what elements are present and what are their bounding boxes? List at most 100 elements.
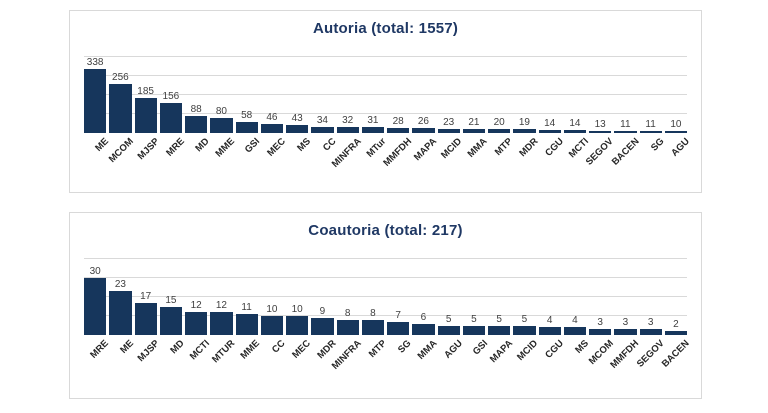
bar-column: 19 — [513, 117, 536, 133]
bar-column: 17 — [134, 291, 157, 335]
value-label: 156 — [162, 91, 180, 103]
bar — [84, 68, 107, 133]
value-label: 5 — [471, 313, 477, 325]
bar — [235, 314, 258, 335]
category-label-cell: MTP — [488, 133, 515, 185]
bar — [412, 323, 435, 335]
category-label-cell: MINFRA — [329, 335, 363, 387]
category-label: MMA — [465, 136, 490, 160]
gridline — [84, 113, 687, 114]
category-label-cell: ME — [109, 335, 136, 387]
bar-column: 4 — [538, 315, 561, 335]
value-label: 10 — [291, 304, 303, 315]
bar — [639, 329, 662, 335]
bar-column: 88 — [185, 104, 208, 133]
value-label: 15 — [165, 294, 177, 306]
category-label-cell: MCOM — [107, 133, 136, 185]
coautoria-chart-panel: Coautoria (total: 217) 30 23 17 15 12 12 11 10 1… — [69, 212, 702, 399]
value-label: 13 — [594, 118, 606, 130]
bar-column: 11 — [639, 118, 662, 133]
value-label: 8 — [370, 307, 376, 319]
gridline — [84, 94, 687, 95]
category-label-cell: BACEN — [609, 133, 641, 185]
bar-column: 2 — [664, 319, 687, 335]
category-label: MTUR — [209, 338, 238, 366]
category-label: CGU — [542, 338, 566, 361]
bar — [488, 325, 511, 335]
autoria-chart-panel: Autoria (total: 1557) 338 256 185 156 88 80 58… — [69, 10, 702, 193]
category-label-cell: CC — [311, 133, 338, 185]
category-label: AGU — [668, 136, 692, 159]
category-label: ME — [93, 136, 111, 154]
autoria-chart-title: Autoria (total: 1557) — [312, 20, 459, 37]
value-label: 10 — [670, 119, 682, 130]
value-label: 14 — [544, 118, 556, 130]
bar — [311, 317, 334, 335]
bar-column: 10 — [664, 119, 687, 133]
category-label-cell: MTP — [362, 335, 389, 387]
category-label-cell: SG — [640, 133, 666, 185]
bar — [387, 127, 410, 133]
bars-area: 30 23 17 15 12 12 11 10 10 9 8 8 7 6 5 5 5 5 4 4 3 3 3 2 — [84, 247, 687, 335]
value-label: 14 — [569, 118, 581, 130]
category-label-cell: MME — [210, 133, 237, 185]
value-label: 2 — [673, 319, 679, 331]
coautoria-plot-area: 30 23 17 15 12 12 11 10 10 9 8 8 7 6 5 5 5 5 4 4 3 3 3 2 — [84, 247, 687, 335]
value-label: 338 — [86, 56, 104, 68]
bar-column: 5 — [488, 314, 511, 335]
bar-column: 14 — [538, 118, 561, 133]
bar — [260, 316, 283, 335]
value-label: 11 — [645, 118, 656, 130]
bar — [159, 306, 182, 335]
bar — [563, 130, 586, 133]
bar-column: 6 — [412, 311, 435, 335]
bar-column: 9 — [311, 305, 334, 335]
value-label: 12 — [190, 300, 202, 312]
bar — [185, 312, 208, 335]
category-label: MJSP — [135, 338, 162, 365]
bar-column: 156 — [159, 91, 182, 133]
bar — [664, 131, 687, 133]
category-label: MEC — [290, 338, 313, 361]
category-label: MCID — [439, 136, 465, 161]
category-label: MME — [238, 338, 263, 362]
category-label: MRE — [88, 338, 111, 361]
gridline — [84, 258, 687, 259]
category-label-cell: CGU — [539, 133, 566, 185]
category-label: BACEN — [609, 136, 642, 168]
category-axis: ME MCOM MJSP MRE MD MME GSI MEC MS CC MINFRA MTur MM… — [84, 133, 692, 185]
bar — [614, 329, 637, 335]
bar — [159, 103, 182, 133]
bar-column: 43 — [286, 112, 309, 133]
value-label: 19 — [518, 117, 530, 129]
bar-column: 23 — [437, 117, 460, 133]
category-label: SEGOV — [584, 136, 616, 168]
value-label: 9 — [319, 305, 326, 317]
bar-column: 5 — [462, 313, 485, 335]
category-label: MMFDH — [608, 338, 642, 371]
category-label-cell: MCOM — [587, 335, 616, 387]
category-label-cell: GSI — [463, 335, 489, 387]
category-label-cell: MMFDH — [381, 133, 414, 185]
gridline — [84, 56, 687, 57]
value-label: 6 — [420, 311, 427, 323]
bar — [210, 312, 233, 335]
category-label-cell: MEC — [286, 335, 313, 387]
value-label: 5 — [521, 313, 528, 325]
category-label-cell: MCTI — [185, 335, 212, 387]
value-label: 32 — [342, 114, 354, 126]
bar-column: 23 — [109, 279, 132, 335]
value-label: 12 — [215, 300, 227, 312]
bar-column: 3 — [639, 317, 662, 335]
value-label: 43 — [291, 112, 303, 124]
category-label-cell: MTur — [362, 133, 389, 185]
value-label: 26 — [417, 116, 429, 128]
value-label: 80 — [215, 105, 227, 117]
bar-column: 8 — [336, 308, 359, 335]
category-label: MCID — [515, 338, 541, 363]
category-label-cell: GSI — [236, 133, 262, 185]
bar-column: 20 — [488, 117, 511, 133]
bar-column: 28 — [387, 116, 410, 133]
bar — [462, 129, 485, 133]
